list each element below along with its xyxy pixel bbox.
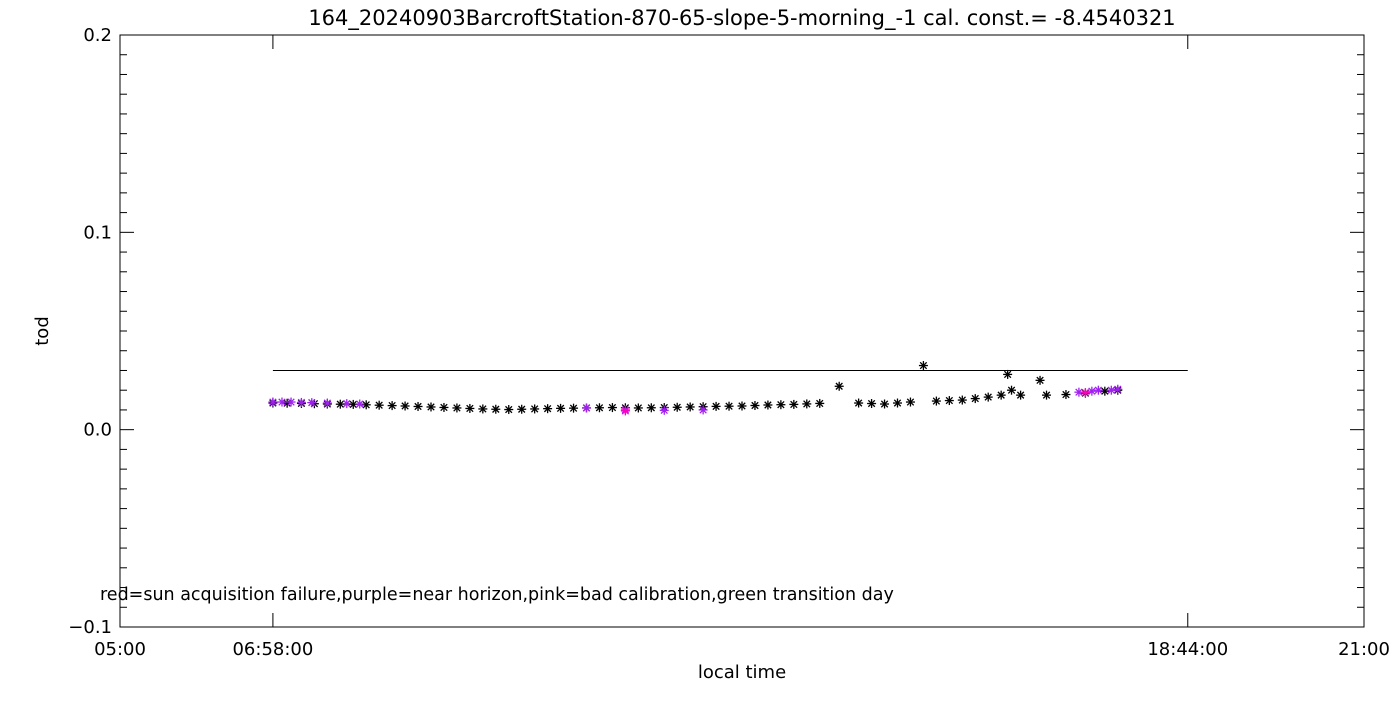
data-point [504, 405, 514, 415]
chart-title: 164_20240903BarcroftStation-870-65-slope… [308, 6, 1175, 31]
data-point [750, 400, 760, 410]
data-point [374, 400, 384, 410]
data-point [1035, 375, 1045, 385]
data-point [387, 401, 397, 411]
data-point [1100, 386, 1110, 396]
data-point [893, 398, 902, 408]
data-point [1080, 388, 1090, 398]
data-point [957, 395, 967, 405]
data-point [763, 400, 773, 410]
data-point [724, 401, 734, 411]
data-point [685, 402, 695, 412]
data-point [672, 402, 682, 412]
data-point [620, 406, 630, 416]
data-point [286, 397, 296, 407]
data-point [268, 397, 278, 407]
data-point [996, 390, 1006, 400]
data-point [698, 405, 708, 415]
y-tick-label: 0.0 [83, 420, 112, 441]
data-point [607, 403, 617, 413]
y-tick-label: −0.1 [68, 617, 112, 638]
data-point [452, 403, 462, 413]
x-tick-label: 05:00 [94, 639, 146, 660]
data-point [659, 405, 669, 415]
x-tick-label: 18:44:00 [1147, 639, 1228, 660]
y-axis-label: tod [32, 316, 53, 346]
data-point [1016, 390, 1026, 400]
data-point [491, 404, 501, 414]
data-point [1093, 385, 1103, 395]
data-point [342, 399, 352, 409]
data-point [400, 401, 410, 411]
data-point [543, 404, 553, 414]
data-point [1042, 390, 1052, 400]
x-tick-label: 21:00 [1338, 639, 1390, 660]
data-point [582, 403, 591, 413]
data-point [361, 400, 371, 410]
data-point [1087, 386, 1097, 396]
data-point [478, 404, 488, 414]
data-point [439, 402, 449, 412]
data-point [633, 403, 643, 413]
legend-note: red=sun acquisition failure,purple=near … [100, 585, 894, 605]
data-point [556, 403, 566, 413]
data-point [1113, 384, 1123, 394]
data-point [1007, 385, 1017, 395]
data-point [880, 399, 890, 409]
data-point [646, 403, 656, 413]
data-point [530, 404, 540, 414]
data-point [296, 397, 306, 407]
data-point [905, 397, 915, 407]
data-point [711, 401, 721, 411]
data-point [789, 399, 799, 409]
data-point [322, 398, 332, 408]
x-tick-label: 06:58:00 [232, 639, 313, 660]
data-point [834, 381, 844, 391]
data-point [413, 401, 423, 411]
data-point [776, 400, 786, 410]
data-point [307, 398, 317, 408]
y-tick-label: 0.2 [83, 25, 112, 46]
data-point [426, 402, 436, 412]
data-point [918, 361, 928, 371]
data-point [815, 398, 825, 408]
x-axis-label: local time [698, 662, 786, 683]
y-tick-label: 0.1 [83, 222, 112, 243]
data-point [355, 399, 365, 409]
data-point [970, 394, 980, 404]
data-point [277, 397, 287, 407]
data-point [1106, 385, 1116, 395]
data-point [1061, 390, 1071, 400]
data-point [802, 399, 812, 409]
data-point [944, 396, 954, 406]
data-point [594, 403, 604, 413]
data-points [268, 361, 1123, 416]
data-point [931, 396, 941, 406]
data-point [867, 399, 877, 409]
data-point [569, 403, 579, 413]
data-point [983, 392, 993, 402]
data-point [854, 398, 864, 408]
plot-frame [119, 34, 1365, 628]
data-point [737, 401, 747, 411]
axis-ticks [119, 34, 1365, 628]
data-point [465, 403, 475, 413]
data-point [517, 404, 527, 414]
data-point [1003, 369, 1013, 379]
tick-labels: −0.1 0.0 0.1 0.2 05:00 06:58:00 18:44:00 21:00 [68, 25, 1390, 660]
